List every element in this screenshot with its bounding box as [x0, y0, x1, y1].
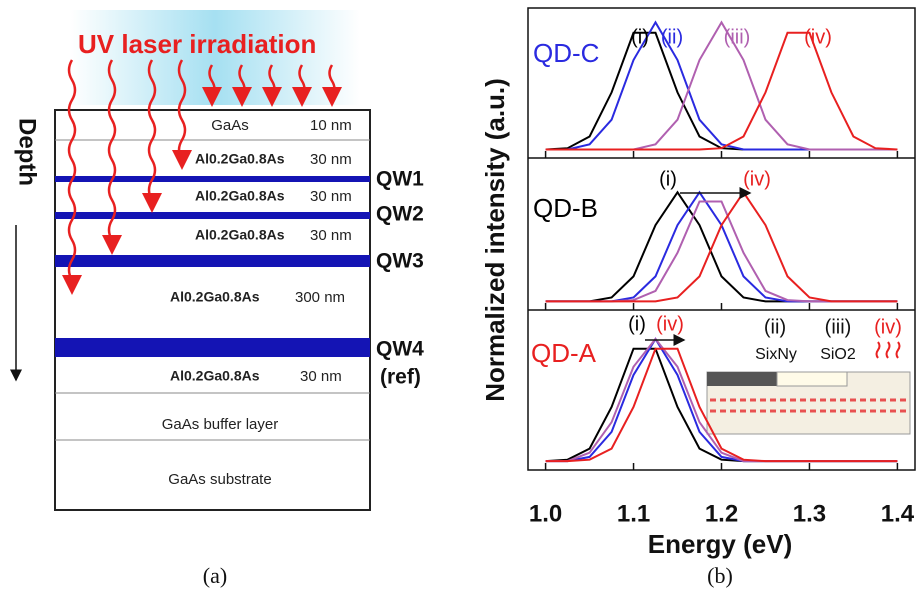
layer-name: GaAs — [211, 117, 249, 134]
well-label: QW1 — [376, 168, 424, 191]
sample-label: QD-C — [533, 38, 599, 68]
layer-borders — [55, 139, 370, 441]
layer-stack — [54, 109, 371, 511]
peak-label: (i) — [628, 313, 646, 335]
layer-thickness: 30 nm — [300, 368, 342, 385]
well-label: QW4 — [376, 338, 424, 361]
layer-thickness: 30 nm — [310, 227, 352, 244]
spectrum-line — [545, 200, 898, 303]
layer-name: Al0.2Ga0.8As — [170, 289, 260, 305]
uv-title: UV laser irradiation — [78, 29, 316, 59]
y-axis-label: Normalized intensity (a.u.) — [480, 78, 510, 402]
spectrum-line — [545, 190, 898, 303]
sample-label: QD-A — [531, 338, 597, 368]
layer-name: Al0.2Ga0.8As — [170, 368, 260, 384]
sample-label: QD-B — [533, 193, 598, 223]
inset: (ii) (iii) (iv) SixNy SiO2 — [706, 316, 911, 435]
layer-name: GaAs buffer layer — [162, 416, 278, 433]
inset-sio2 — [776, 371, 848, 387]
inset-material: SixNy — [755, 346, 797, 363]
caption: (a) — [203, 563, 227, 588]
inset-wells — [710, 398, 908, 413]
laser-arrows — [62, 59, 342, 295]
well-label: QW3 — [376, 250, 424, 273]
depth-label: Depth — [14, 118, 41, 186]
inset-sixny — [707, 372, 777, 386]
peak-label: (iii) — [724, 26, 751, 48]
x-tick-label: 1.1 — [617, 500, 650, 527]
layer-name: GaAs substrate — [168, 471, 271, 488]
layer-thickness: 30 nm — [310, 151, 352, 168]
peak-label: (i) — [659, 168, 677, 190]
x-tick-label: 1.0 — [529, 500, 562, 527]
layer-thickness: 300 nm — [295, 289, 345, 306]
well-label: QW2 — [376, 203, 424, 226]
layer-name: Al0.2Ga0.8As — [195, 227, 285, 243]
x-axis-label: Energy (eV) — [648, 529, 793, 559]
spectrum-line — [545, 347, 898, 463]
spectrum-line — [545, 31, 898, 151]
layer-name: Al0.2Ga0.8As — [195, 188, 285, 204]
peak-label: (iv) — [656, 313, 684, 335]
spectrum-line — [545, 190, 898, 303]
x-tick-label: 1.4 — [881, 500, 915, 527]
x-tick-label: 1.3 — [793, 500, 826, 527]
caption: (b) — [707, 563, 733, 588]
inset-uv — [875, 341, 901, 359]
spectrum-line — [545, 190, 898, 303]
x-tick-label: 1.2 — [705, 500, 738, 527]
layer-name: Al0.2Ga0.8As — [195, 151, 285, 167]
well-label: (ref) — [380, 366, 421, 389]
inset-material: SiO2 — [820, 346, 856, 363]
panel-b: Normalized intensity (a.u.) Energy (eV) … — [480, 7, 916, 588]
peak-label: (ii) — [661, 26, 683, 48]
peak-label: (iv) — [804, 26, 832, 48]
layer-thickness: 10 nm — [310, 117, 352, 134]
peak-label: (iv) — [743, 168, 771, 190]
panel-a: UV laser irradiation GaAs 10 nm Al0.2Ga0… — [10, 10, 424, 588]
quantum-wells — [55, 176, 370, 357]
layer-thickness: 30 nm — [310, 188, 352, 205]
inset-label: (ii) — [764, 316, 786, 338]
inset-label: (iii) — [825, 316, 852, 338]
inset-label: (iv) — [874, 316, 902, 338]
peak-label: (i) — [631, 26, 649, 48]
